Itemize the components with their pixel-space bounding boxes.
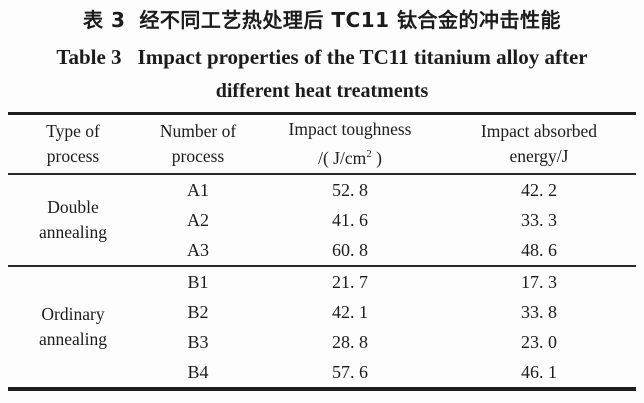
table-header: Type of process Number of process Impact…	[8, 113, 636, 175]
process-type-line: Ordinary	[41, 304, 105, 324]
table-row: A2 41. 6 33. 3	[8, 205, 636, 235]
process-type-line: Double	[47, 197, 99, 217]
col-header-number-of-process: Number of process	[138, 113, 258, 175]
header-line: Number of	[159, 121, 237, 141]
table-row: B4 57. 6 46. 1	[8, 357, 636, 389]
process-type-line: annealing	[38, 222, 108, 242]
table-row: B2 42. 1 33. 8	[8, 297, 636, 327]
header-line: energy/J	[509, 146, 569, 166]
table-caption-zh: 表 3 经不同工艺热处理后 TC11 钛合金的冲击性能	[0, 0, 644, 33]
impact-toughness-cell: 42. 1	[332, 301, 368, 322]
unit-pre: /( J/cm	[318, 147, 367, 168]
impact-toughness-cell: 57. 6	[332, 361, 368, 382]
col-header-impact-absorbed-energy: Impact absorbed energy/J	[442, 113, 636, 175]
impact-energy-cell: 33. 8	[521, 301, 557, 322]
process-number-cell: A3	[187, 239, 209, 260]
header-unit-line: /( J/cm2 )	[258, 142, 442, 171]
header-line: Type of	[46, 121, 100, 141]
impact-energy-cell: 46. 1	[521, 361, 557, 382]
caption-en-text: Impact properties of the TC11 titanium a…	[137, 45, 588, 69]
impact-toughness-cell: 21. 7	[332, 271, 368, 292]
header-line: process	[46, 146, 100, 166]
process-type-line: annealing	[38, 329, 108, 349]
unit-superscript: 2	[366, 148, 372, 161]
process-number-cell: B1	[187, 271, 209, 292]
impact-energy-cell: 48. 6	[521, 239, 557, 260]
process-number-cell: A2	[187, 209, 209, 230]
caption-zh-label: 表 3	[83, 8, 126, 32]
impact-energy-cell: 17. 3	[521, 271, 557, 292]
table-row: B3 28. 8 23. 0	[8, 327, 636, 357]
header-line: Impact absorbed	[480, 121, 598, 141]
impact-energy-cell: 42. 2	[521, 179, 557, 200]
process-number-cell: A1	[187, 179, 209, 200]
impact-toughness-cell: 52. 8	[332, 179, 368, 200]
col-header-impact-toughness: Impact toughness /( J/cm2 )	[258, 113, 442, 175]
header-row: Type of process Number of process Impact…	[8, 113, 636, 175]
caption-zh-text: 经不同工艺热处理后 TC11 钛合金的冲击性能	[139, 8, 561, 32]
table-caption-en-line1: Table 3 Impact properties of the TC11 tit…	[0, 44, 644, 70]
impact-toughness-cell: 41. 6	[332, 209, 368, 230]
unit-post: )	[371, 147, 382, 168]
process-type-cell-double-annealing: Double annealing	[8, 174, 138, 266]
group-ordinary-annealing: Ordinary annealing B1 21. 7 17. 3 B2 42.…	[8, 266, 636, 389]
table-row: A3 60. 8 48. 6	[8, 235, 636, 266]
impact-toughness-cell: 28. 8	[332, 331, 368, 352]
table-row: Ordinary annealing B1 21. 7 17. 3	[8, 266, 636, 350]
caption-en-label: Table 3	[56, 45, 122, 69]
col-header-type-of-process: Type of process	[8, 113, 138, 175]
impact-toughness-cell: 60. 8	[332, 239, 368, 260]
header-line: Impact toughness	[288, 119, 412, 140]
table-caption-en-line2: different heat treatments	[215, 80, 429, 102]
table-row: Double annealing A1 52. 8 42. 2	[8, 174, 636, 243]
process-number-cell: B4	[187, 361, 209, 382]
process-number-cell: B3	[187, 331, 209, 352]
group-double-annealing: Double annealing A1 52. 8 42. 2 A2 41. 6…	[8, 174, 636, 266]
process-type-cell-ordinary-annealing: Ordinary annealing	[8, 266, 138, 389]
impact-energy-cell: 33. 3	[521, 209, 557, 230]
header-line: process	[171, 146, 225, 166]
impact-energy-cell: 23. 0	[521, 331, 557, 352]
impact-properties-table: Type of process Number of process Impact…	[8, 112, 636, 391]
process-number-cell: B2	[187, 301, 209, 322]
